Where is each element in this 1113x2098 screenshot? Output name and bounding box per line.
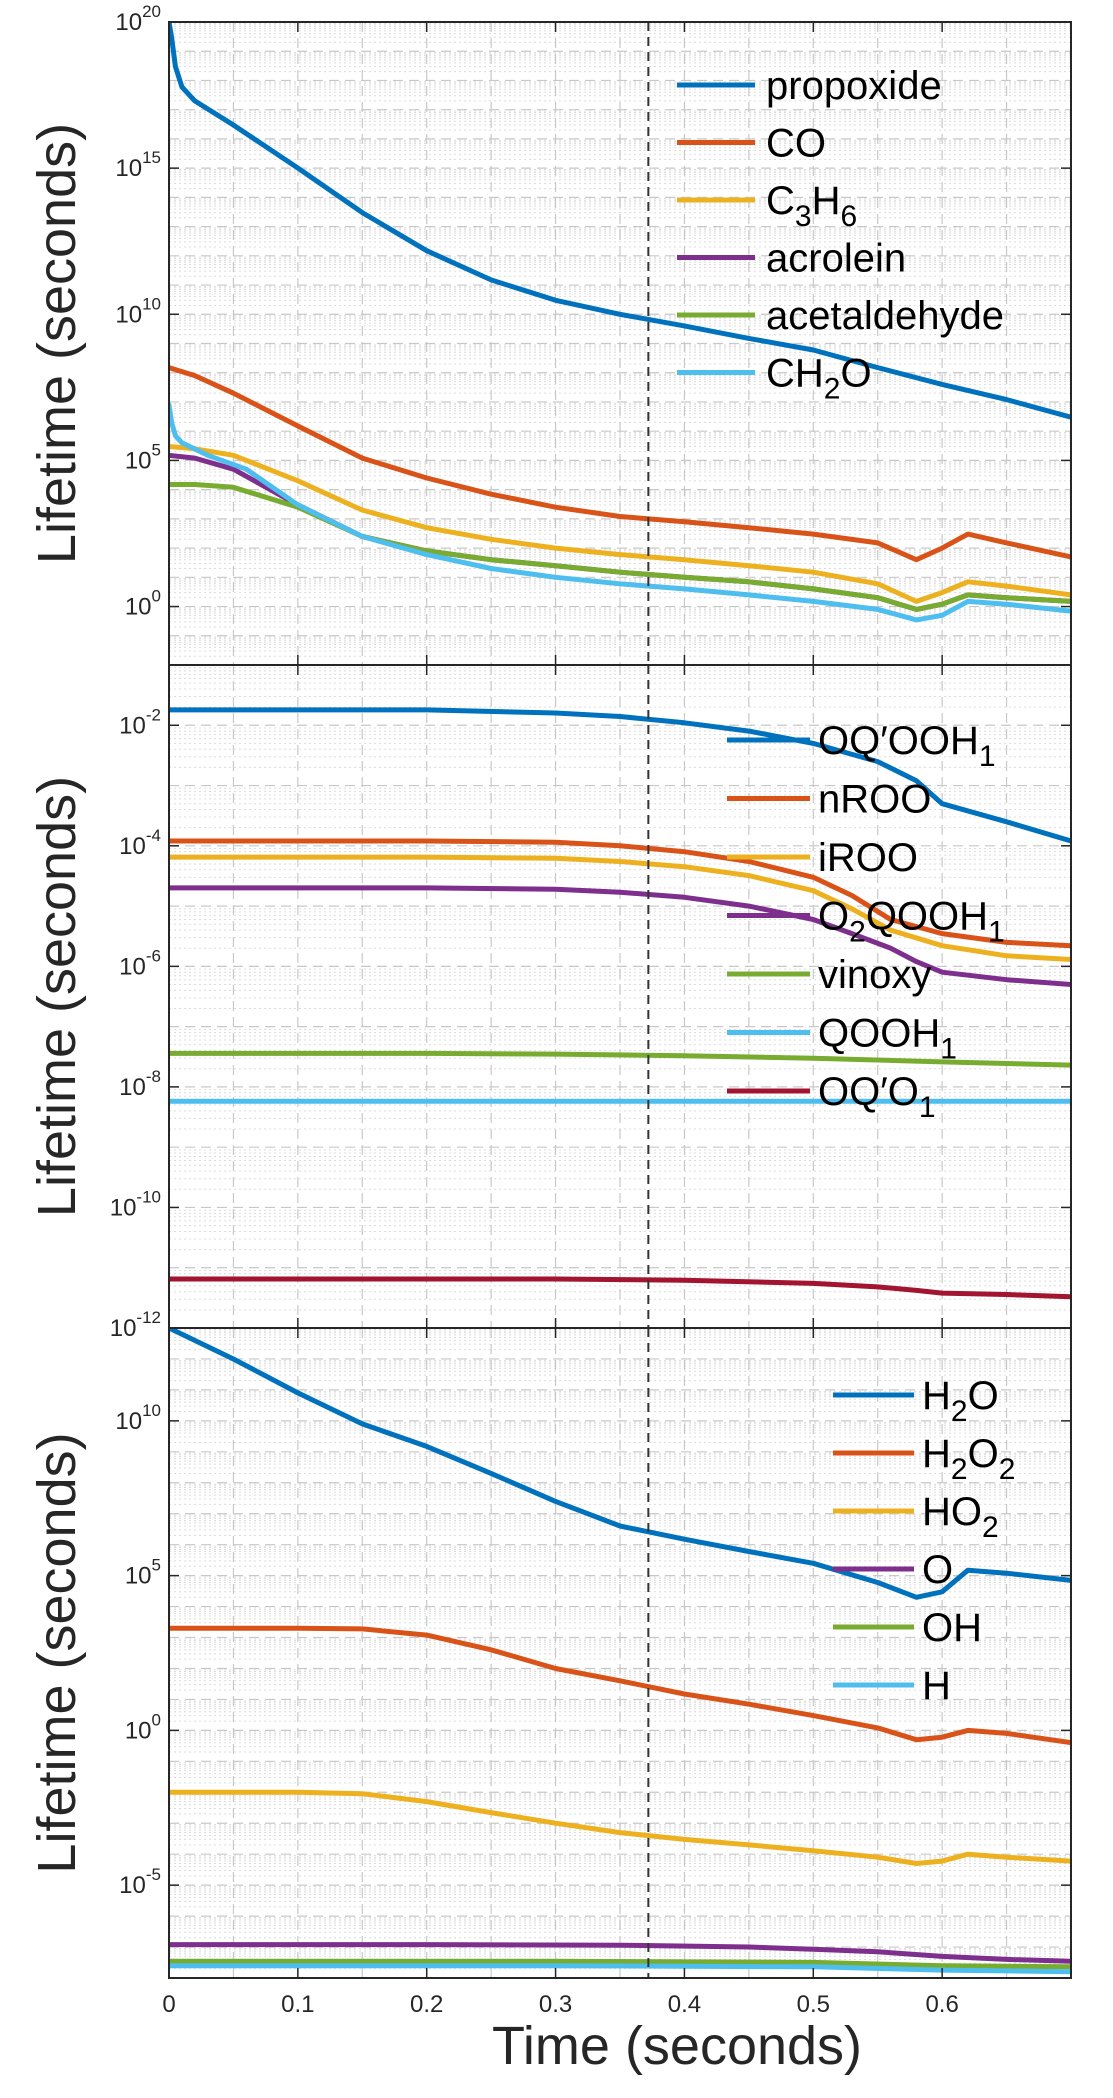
series-group [169,1328,1071,1975]
legend-label: propoxide [766,64,942,108]
legend-label: iROO [818,836,918,880]
series-line-2 [169,1625,1071,1746]
legend-label: vinoxy [818,953,931,997]
y-tick-label: 1015 [115,148,161,182]
y-axis-label: Lifetime (seconds) [27,123,87,564]
x-tick-label: 0.1 [281,1991,314,2018]
x-tick-label: 0.4 [668,1991,701,2018]
series-group [169,707,1071,1300]
series-line-1 [169,1328,1071,1600]
legend-label: OQ′OOH1 [818,719,996,773]
grid [169,664,1071,1329]
y-tick-label: 10-5 [119,1865,161,1899]
legend-label: O [922,1548,953,1592]
y-tick-label: 100 [125,587,161,621]
y-tick-label: 10-6 [119,946,161,980]
series-line-1 [169,707,1071,844]
y-tick-label: 1010 [115,294,161,328]
y-tick-label: 1010 [115,1401,161,1435]
x-tick-label: 0 [162,1991,175,2018]
panel-2: 10-12 10-10 10-8 10-6 10-4 10-2 Lifetime (seco… [27,664,1072,1342]
legend-label: nROO [818,778,931,822]
y-tick-label: 105 [125,1556,161,1590]
series-line-2 [169,365,1071,563]
legend-label: acrolein [766,237,906,281]
series-line-3 [169,1789,1071,1866]
series-line-4 [169,1942,1071,1964]
y-axis-label: Lifetime (seconds) [27,1432,87,1873]
series-line-1 [169,22,1071,420]
series-line-2 [169,838,1071,949]
series-line-5 [169,1050,1071,1068]
x-tick-label: 0.5 [797,1991,830,2018]
y-tick-label: 105 [125,440,161,474]
legend-label: CO [766,122,826,166]
y-axis-label: Lifetime (seconds) [27,776,87,1217]
series-line-5 [169,482,1071,612]
series-line-7 [169,1276,1071,1300]
x-axis-label: Time (seconds) [492,2016,862,2076]
legend-label: HO2 [922,1490,999,1544]
legend-label: H2O2 [922,1432,1015,1486]
series-line-4 [169,885,1071,987]
series-group [169,22,1071,623]
series-line-6 [169,402,1071,623]
y-tick-label: 10-4 [119,826,161,860]
y-tick-label: 10-2 [119,705,161,739]
y-tick-label: 10-8 [119,1067,161,1101]
panel-1: 100 105 1010 1015 1020 Lifetime (seconds) prop… [27,2,1072,666]
legend-label: H2O [922,1374,999,1428]
series-line-3 [169,854,1071,962]
x-tick-label: 0.2 [410,1991,443,2018]
legend-label: OH [922,1606,982,1650]
legend-label: O2QOOH1 [818,895,1005,949]
x-tick-label: 0.6 [925,1991,958,2018]
series-line-3 [169,444,1071,604]
legend-label: CH2O [766,352,872,406]
legend-label: acetaldehyde [766,294,1004,338]
y-tick-label: 1020 [115,2,161,36]
axes-box [168,1327,1072,1979]
y-tick-label: 10-10 [110,1187,161,1221]
y-tick-label: 100 [125,1710,161,1744]
series-line-5 [169,1958,1071,1970]
legend-label: C3H6 [766,179,857,233]
y-tick-label: 10-12 [110,1308,161,1342]
series-line-6 [169,1963,1071,1975]
legend-label: H [922,1664,951,1708]
legend-label: QOOH1 [818,1012,957,1066]
x-tick-label: 0.3 [539,1991,572,2018]
legend-label: OQ′O1 [818,1070,936,1124]
